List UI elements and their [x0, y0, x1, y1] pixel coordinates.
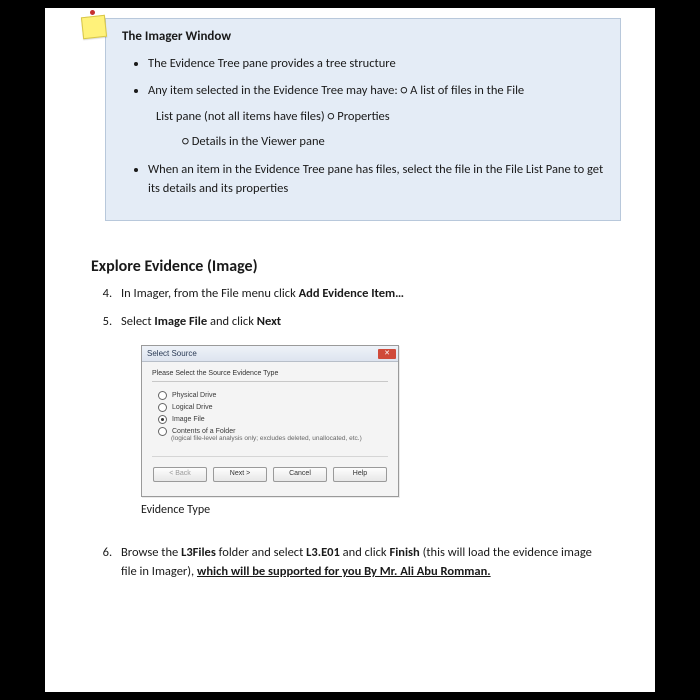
radio-image-file[interactable]: Image File [158, 415, 388, 424]
folder-name: L3Files [181, 545, 216, 560]
callout-item: Any item selected in the Evidence Tree m… [148, 81, 604, 151]
next-button[interactable]: Next > [213, 467, 267, 482]
callout-subline: List pane (not all items have files) ○ P… [156, 107, 604, 126]
dialog-button-row: < Back Next > Cancel Help [152, 456, 388, 490]
radio-group: Physical Drive Logical Drive Image File … [152, 381, 388, 442]
file-name: L3.E01 [306, 545, 340, 560]
dialog-screenshot: Select Source ✕ Please Select the Source… [141, 345, 397, 497]
radio-folder-contents[interactable]: Contents of a Folder (logical file-level… [158, 427, 388, 442]
step-list-cont: Browse the L3Files folder and select L3.… [115, 543, 609, 582]
step-6: Browse the L3Files folder and select L3.… [115, 543, 609, 582]
callout-subline: ○ Details in the Viewer pane [182, 132, 604, 151]
option-name: Image File [154, 314, 207, 329]
button-name: Finish [389, 545, 419, 560]
callout-bullets: The Evidence Tree pane provides a tree s… [122, 54, 604, 198]
sticky-note-icon [79, 12, 105, 36]
cancel-button[interactable]: Cancel [273, 467, 327, 482]
figure-caption: Evidence Type [141, 503, 655, 517]
group-label: Please Select the Source Evidence Type [152, 370, 388, 377]
button-name: Next [257, 314, 281, 329]
section-heading: Explore Evidence (Image) [91, 257, 655, 276]
step-5: Select Image File and click Next [115, 312, 609, 331]
select-source-dialog: Select Source ✕ Please Select the Source… [141, 345, 399, 497]
radio-logical-drive[interactable]: Logical Drive [158, 403, 388, 412]
document-page: The Imager Window The Evidence Tree pane… [45, 8, 655, 692]
imager-window-callout: The Imager Window The Evidence Tree pane… [105, 18, 621, 221]
help-button[interactable]: Help [333, 467, 387, 482]
callout-title: The Imager Window [122, 29, 604, 44]
dialog-title-text: Select Source [147, 349, 197, 358]
dialog-body: Please Select the Source Evidence Type P… [142, 362, 398, 496]
step-4: In Imager, from the File menu click Add … [115, 284, 609, 303]
dialog-titlebar: Select Source ✕ [142, 346, 398, 362]
option-note: (logical file-level analysis only; exclu… [171, 435, 388, 442]
menu-action: Add Evidence Item… [299, 286, 405, 301]
callout-item: The Evidence Tree pane provides a tree s… [148, 54, 604, 73]
close-icon[interactable]: ✕ [378, 349, 396, 359]
callout-wrapper: The Imager Window The Evidence Tree pane… [105, 18, 621, 221]
back-button[interactable]: < Back [153, 467, 207, 482]
callout-item: When an item in the Evidence Tree pane h… [148, 160, 604, 199]
step-list: In Imager, from the File menu click Add … [115, 284, 609, 331]
instructor-note: which will be supported for you By Mr. A… [197, 564, 491, 579]
radio-physical-drive[interactable]: Physical Drive [158, 391, 388, 400]
